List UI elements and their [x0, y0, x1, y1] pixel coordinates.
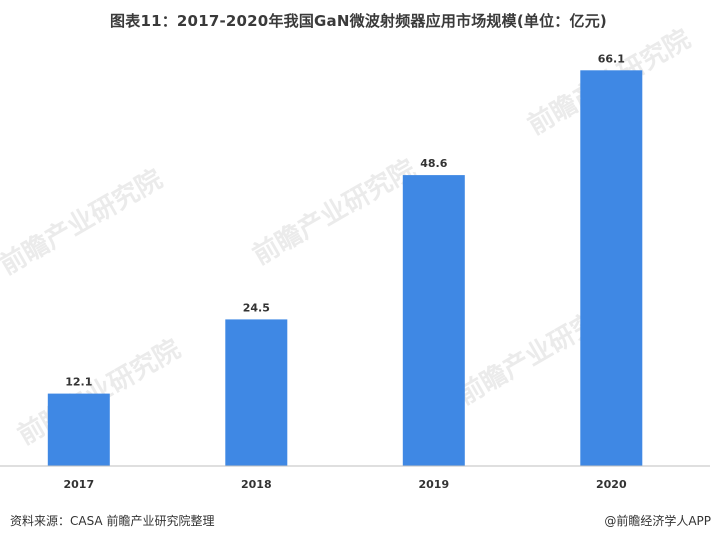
value-label-2019: 48.6 — [420, 157, 447, 170]
x-tick-label-2018: 2018 — [241, 478, 272, 491]
x-tick-label-2017: 2017 — [63, 478, 94, 491]
x-tick-labels-layer: 2017 2018 2019 2020 — [63, 478, 626, 491]
value-labels-layer: 12.1 24.5 48.6 66.1 — [65, 52, 625, 388]
bar-2018 — [225, 319, 288, 467]
value-label-2020: 66.1 — [598, 52, 625, 65]
chart-title: 图表11：2017-2020年我国GaN微波射频器应用市场规模(单位：亿元) — [110, 12, 607, 30]
bar-2017 — [47, 393, 110, 466]
x-tick-label-2019: 2019 — [418, 478, 449, 491]
credit-note: @前瞻经济学人APP — [604, 514, 711, 528]
x-tick-label-2020: 2020 — [596, 478, 627, 491]
bar-2019 — [402, 175, 465, 466]
bars-layer — [47, 70, 643, 467]
value-label-2017: 12.1 — [65, 376, 92, 389]
bar-2020 — [580, 70, 643, 467]
value-label-2018: 24.5 — [243, 301, 270, 314]
source-note: 资料来源：CASA 前瞻产业研究院整理 — [10, 514, 215, 528]
